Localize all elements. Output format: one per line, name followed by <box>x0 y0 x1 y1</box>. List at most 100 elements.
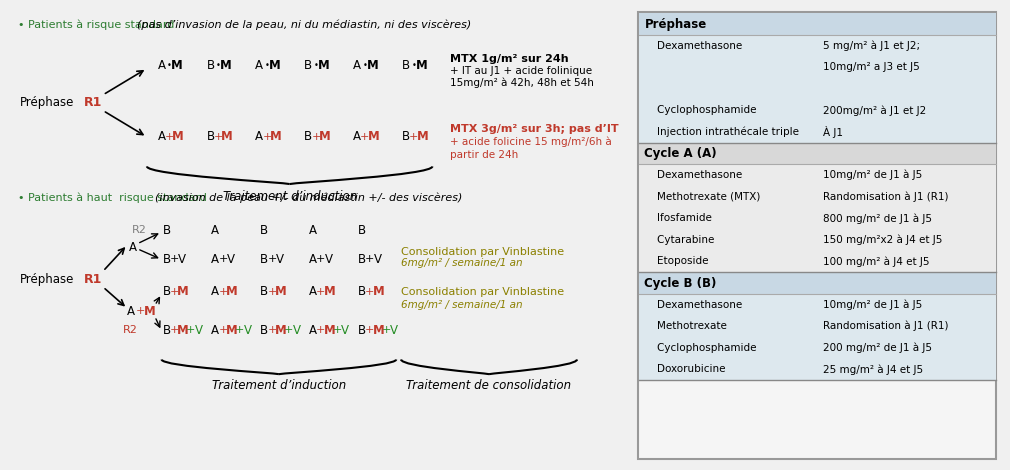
Text: MTX 3g/m² sur 3h; pas d’IT: MTX 3g/m² sur 3h; pas d’IT <box>449 124 618 134</box>
Text: +: + <box>316 254 325 265</box>
Text: +: + <box>136 306 145 316</box>
Text: +: + <box>263 132 272 142</box>
Text: Dexamethasone: Dexamethasone <box>644 170 742 180</box>
Text: M: M <box>226 285 237 298</box>
Text: +: + <box>170 287 179 297</box>
Text: Doxorubicine: Doxorubicine <box>644 364 726 375</box>
Text: B: B <box>206 59 214 72</box>
Text: 200mg/m² à J1 et J2: 200mg/m² à J1 et J2 <box>823 105 926 116</box>
Text: +: + <box>409 132 418 142</box>
Text: Cyclophosphamide: Cyclophosphamide <box>644 105 756 116</box>
Text: 10mg/m² a J3 et J5: 10mg/m² a J3 et J5 <box>823 62 920 72</box>
Text: A: A <box>309 253 317 266</box>
Text: 6mg/m² / semaine/1 an: 6mg/m² / semaine/1 an <box>401 299 523 310</box>
Text: •: • <box>167 61 172 70</box>
Text: Methotrexate: Methotrexate <box>644 321 727 331</box>
Bar <box>639 272 996 294</box>
Text: +: + <box>186 325 196 335</box>
Text: Cytarabine: Cytarabine <box>644 235 715 245</box>
Text: A: A <box>256 59 264 72</box>
Text: 200 mg/m² de J1 à J5: 200 mg/m² de J1 à J5 <box>823 343 932 353</box>
Text: +: + <box>218 254 228 265</box>
Text: Etoposide: Etoposide <box>644 257 709 266</box>
Text: 15mg/m² à 42h, 48h et 54h: 15mg/m² à 42h, 48h et 54h <box>449 78 594 88</box>
Text: A: A <box>309 323 317 337</box>
Text: R1: R1 <box>84 273 102 286</box>
Text: Randomisation à J1 (R1): Randomisation à J1 (R1) <box>823 191 948 202</box>
Text: +: + <box>365 254 375 265</box>
Text: V: V <box>390 323 398 337</box>
Text: + acide folicine 15 mg/m²/6h à: + acide folicine 15 mg/m²/6h à <box>449 137 612 147</box>
Text: B: B <box>163 285 171 298</box>
Text: À J1: À J1 <box>823 126 843 138</box>
Text: M: M <box>177 285 189 298</box>
Text: (pas d’invasion de la peau, ni du médiastin, ni des viscères): (pas d’invasion de la peau, ni du médias… <box>137 19 472 30</box>
Text: M: M <box>177 323 189 337</box>
Text: V: V <box>227 253 235 266</box>
Text: (invasion de la peau +/- du médiastin +/- des viscères): (invasion de la peau +/- du médiastin +/… <box>155 193 463 204</box>
Text: M: M <box>318 59 329 72</box>
Text: partir de 24h: partir de 24h <box>449 149 518 160</box>
Text: +: + <box>213 132 223 142</box>
Text: M: M <box>368 131 380 143</box>
Text: MTX 1g/m² sur 24h: MTX 1g/m² sur 24h <box>449 54 569 63</box>
Text: M: M <box>373 323 385 337</box>
Text: •: • <box>363 61 368 70</box>
Text: A: A <box>309 224 317 236</box>
Text: A: A <box>211 323 219 337</box>
Text: +: + <box>365 325 375 335</box>
Text: +: + <box>333 325 342 335</box>
Text: V: V <box>276 253 284 266</box>
Text: B: B <box>358 224 366 236</box>
Text: Consolidation par Vinblastine: Consolidation par Vinblastine <box>401 247 565 257</box>
Text: B: B <box>358 323 366 337</box>
Text: +: + <box>165 132 174 142</box>
Text: M: M <box>269 59 281 72</box>
Text: +: + <box>361 132 370 142</box>
Text: +: + <box>170 254 179 265</box>
Text: B: B <box>304 59 312 72</box>
Text: 800 mg/m² de J1 à J5: 800 mg/m² de J1 à J5 <box>823 213 932 224</box>
Text: V: V <box>374 253 382 266</box>
Text: B: B <box>261 323 269 337</box>
Bar <box>639 272 996 380</box>
Text: Préphase: Préphase <box>644 17 707 31</box>
Text: B: B <box>261 285 269 298</box>
Text: M: M <box>173 131 184 143</box>
Text: A: A <box>127 305 135 318</box>
Text: M: M <box>275 285 287 298</box>
Text: Randomisation à J1 (R1): Randomisation à J1 (R1) <box>823 321 948 331</box>
Text: Dexamethasone: Dexamethasone <box>644 300 742 310</box>
Text: •: • <box>265 61 270 70</box>
Text: Traitement de consolidation: Traitement de consolidation <box>406 379 572 392</box>
Text: 100 mg/m² à J4 et J5: 100 mg/m² à J4 et J5 <box>823 256 929 267</box>
Text: B: B <box>402 59 410 72</box>
Text: •: • <box>313 61 318 70</box>
Text: 10mg/m² de J1 à J5: 10mg/m² de J1 à J5 <box>823 299 922 310</box>
Text: Traitement d’induction: Traitement d’induction <box>212 379 346 392</box>
Bar <box>639 13 996 35</box>
Text: A: A <box>354 131 362 143</box>
Text: + IT au J1 + acide folinique: + IT au J1 + acide folinique <box>449 66 592 76</box>
Text: Consolidation par Vinblastine: Consolidation par Vinblastine <box>401 287 565 297</box>
Text: M: M <box>324 285 335 298</box>
Text: +: + <box>311 132 321 142</box>
Text: M: M <box>226 323 237 337</box>
Text: +: + <box>268 254 277 265</box>
Text: M: M <box>221 131 233 143</box>
Text: B: B <box>261 253 269 266</box>
Text: R1: R1 <box>84 96 102 109</box>
Text: 5 mg/m² à J1 et J2;: 5 mg/m² à J1 et J2; <box>823 40 920 51</box>
Text: M: M <box>270 131 282 143</box>
Text: Methotrexate (MTX): Methotrexate (MTX) <box>644 192 761 202</box>
Text: V: V <box>293 323 301 337</box>
Text: 150 mg/m²x2 à J4 et J5: 150 mg/m²x2 à J4 et J5 <box>823 235 942 245</box>
Text: M: M <box>416 59 427 72</box>
Text: B: B <box>206 131 214 143</box>
Text: V: V <box>195 323 203 337</box>
Text: 10mg/m² de J1 à J5: 10mg/m² de J1 à J5 <box>823 170 922 180</box>
Text: +: + <box>170 325 179 335</box>
Text: A: A <box>158 131 166 143</box>
Text: A: A <box>158 59 166 72</box>
Text: +: + <box>235 325 244 335</box>
